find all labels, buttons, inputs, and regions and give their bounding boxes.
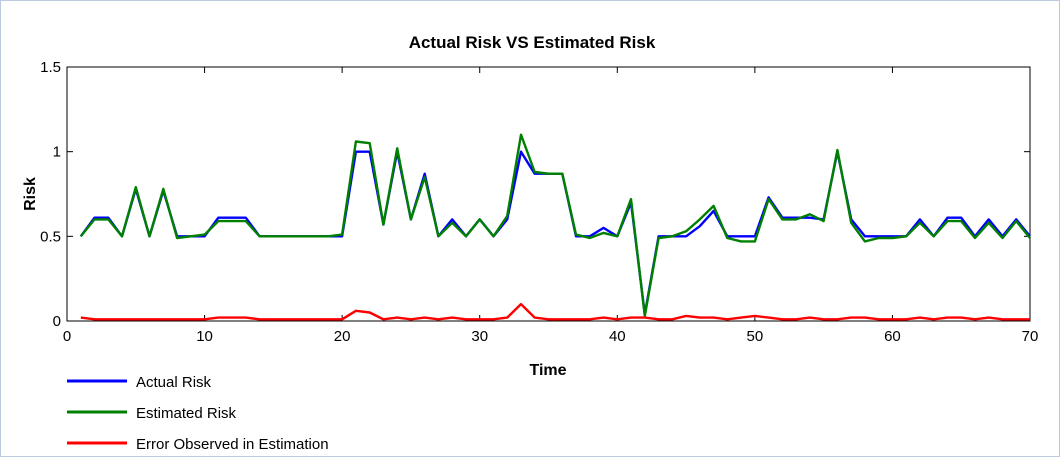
x-tick-label: 10: [196, 328, 213, 345]
series-lines: [79, 133, 1031, 321]
y-tick-label: 0: [53, 313, 61, 330]
legend: Actual Risk Estimated Risk Error Observed …: [67, 374, 329, 453]
x-tick-label: 20: [334, 328, 351, 345]
x-tick-label: 40: [609, 328, 626, 345]
legend-label: Estimated Risk: [136, 405, 237, 422]
x-tick-label: 0: [63, 328, 71, 345]
x-tick-label: 70: [1022, 328, 1039, 345]
series-line-2: [80, 302, 1030, 321]
axis-ticks: 0 10 20 30 40 50 60 70 0 0.5 1 1.5: [40, 59, 1038, 345]
chart-title: Actual Risk VS Estimated Risk: [409, 33, 656, 52]
x-axis-label: Time: [529, 362, 566, 379]
y-axis-label: Risk: [22, 177, 39, 211]
x-tick-label: 60: [884, 328, 901, 345]
y-tick-label: 1.5: [40, 59, 61, 76]
x-tick-label: 50: [747, 328, 764, 345]
series-line-1: [79, 133, 1031, 318]
y-tick-label: 0.5: [40, 228, 61, 245]
y-tick-label: 1: [53, 144, 61, 161]
legend-label: Actual Risk: [136, 374, 212, 391]
x-tick-label: 30: [471, 328, 488, 345]
plot-area: [66, 66, 1031, 322]
legend-label: Error Observed in Estimation: [136, 436, 329, 453]
